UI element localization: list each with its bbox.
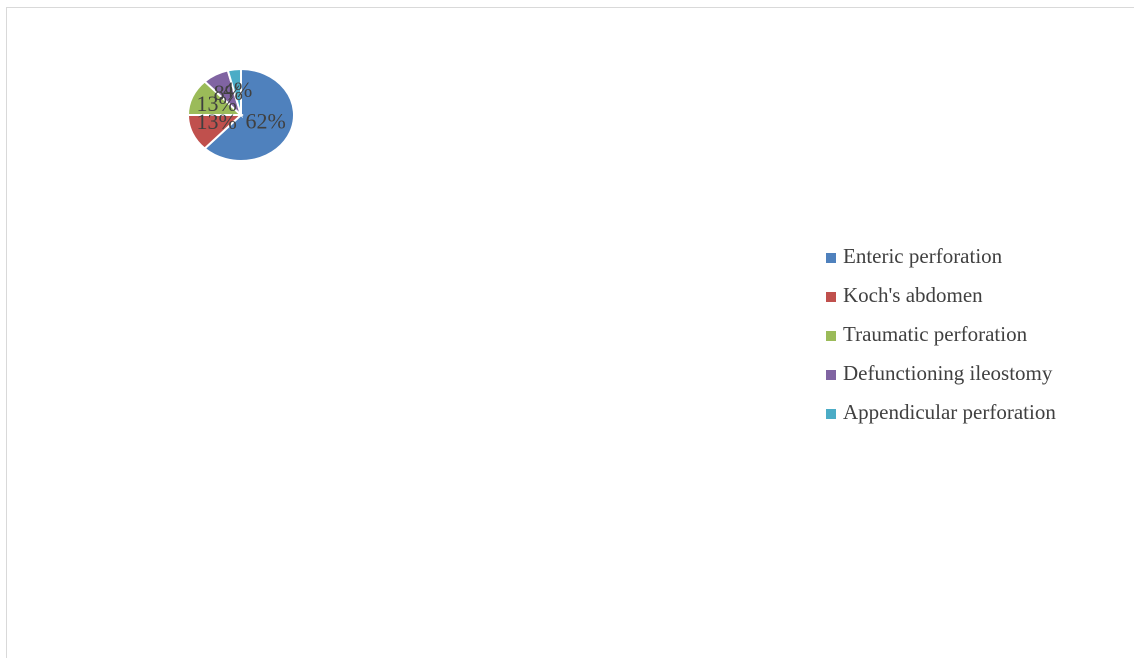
data-label: 13% <box>197 91 237 116</box>
legend-swatch <box>826 370 836 380</box>
data-label: 13% <box>197 109 237 134</box>
data-label: 62% <box>245 109 285 134</box>
legend-swatch <box>826 253 836 263</box>
pie-slice <box>203 67 295 162</box>
legend-label: Koch's abdomen <box>843 283 983 307</box>
data-label: 8% <box>214 80 243 105</box>
data-label: 4% <box>223 77 252 102</box>
pie-slice <box>226 67 242 116</box>
legend-label: Enteric perforation <box>843 244 1003 268</box>
legend-swatch <box>826 331 836 341</box>
legend-label: Traumatic perforation <box>843 322 1028 346</box>
legend-swatch <box>826 409 836 419</box>
legend-label: Appendicular perforation <box>843 400 1056 424</box>
legend-label: Defunctioning ileostomy <box>843 361 1053 385</box>
legend-swatch <box>826 292 836 302</box>
